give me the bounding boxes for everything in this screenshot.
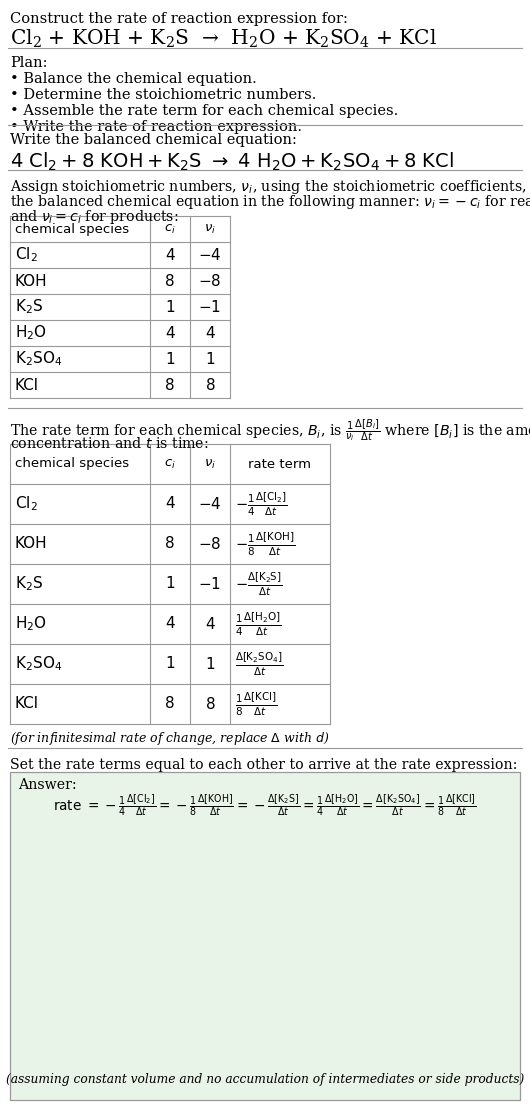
Text: chemical species: chemical species xyxy=(15,457,129,471)
Text: 1: 1 xyxy=(165,656,175,672)
Text: KCl: KCl xyxy=(15,377,39,393)
Text: 1: 1 xyxy=(165,300,175,314)
Text: $-8$: $-8$ xyxy=(198,536,222,552)
Text: 1: 1 xyxy=(165,576,175,592)
Text: KCl: KCl xyxy=(15,696,39,712)
Text: $-1$: $-1$ xyxy=(199,576,222,592)
Text: Plan:: Plan: xyxy=(10,56,48,70)
Text: • Assemble the rate term for each chemical species.: • Assemble the rate term for each chemic… xyxy=(10,104,398,118)
Text: • Balance the chemical equation.: • Balance the chemical equation. xyxy=(10,72,257,85)
Text: 8: 8 xyxy=(165,377,175,393)
Text: 8: 8 xyxy=(165,536,175,552)
Text: $4$: $4$ xyxy=(205,616,215,632)
Text: (for infinitesimal rate of change, replace $\Delta$ with $d$): (for infinitesimal rate of change, repla… xyxy=(10,730,329,747)
Text: 8: 8 xyxy=(165,273,175,289)
Text: $-\frac{\Delta[\mathrm{K_2S}]}{\Delta t}$: $-\frac{\Delta[\mathrm{K_2S}]}{\Delta t}… xyxy=(235,571,282,597)
Text: • Write the rate of reaction expression.: • Write the rate of reaction expression. xyxy=(10,120,302,134)
Text: $-\frac{1}{4}\frac{\Delta[\mathrm{Cl_2}]}{\Delta t}$: $-\frac{1}{4}\frac{\Delta[\mathrm{Cl_2}]… xyxy=(235,491,288,517)
Text: K$_2$SO$_4$: K$_2$SO$_4$ xyxy=(15,350,63,369)
Text: $-4$: $-4$ xyxy=(198,248,222,263)
Text: Cl$_2$: Cl$_2$ xyxy=(15,245,38,264)
Text: Construct the rate of reaction expression for:: Construct the rate of reaction expressio… xyxy=(10,12,348,26)
Text: rate term: rate term xyxy=(249,457,312,471)
Text: Cl$_2$: Cl$_2$ xyxy=(15,495,38,513)
Text: $-4$: $-4$ xyxy=(198,496,222,512)
Text: 4: 4 xyxy=(165,248,175,262)
Text: $1$: $1$ xyxy=(205,351,215,367)
Text: 4: 4 xyxy=(165,496,175,512)
Text: (assuming constant volume and no accumulation of intermediates or side products): (assuming constant volume and no accumul… xyxy=(6,1073,524,1086)
Text: $4$: $4$ xyxy=(205,325,215,341)
Text: 4: 4 xyxy=(165,616,175,632)
Text: K$_2$S: K$_2$S xyxy=(15,575,43,594)
Text: $-\frac{1}{8}\frac{\Delta[\mathrm{KOH}]}{\Delta t}$: $-\frac{1}{8}\frac{\Delta[\mathrm{KOH}]}… xyxy=(235,531,295,557)
Text: H$_2$O: H$_2$O xyxy=(15,615,47,634)
Text: $\frac{1}{4}\frac{\Delta[\mathrm{H_2O}]}{\Delta t}$: $\frac{1}{4}\frac{\Delta[\mathrm{H_2O}]}… xyxy=(235,610,281,638)
Text: $8$: $8$ xyxy=(205,696,215,712)
Text: $\nu_i$: $\nu_i$ xyxy=(204,222,216,235)
Text: the balanced chemical equation in the following manner: $\nu_i = -c_i$ for react: the balanced chemical equation in the fo… xyxy=(10,193,530,211)
Text: concentration and $t$ is time:: concentration and $t$ is time: xyxy=(10,436,209,451)
Text: Write the balanced chemical equation:: Write the balanced chemical equation: xyxy=(10,133,297,147)
Text: $c_i$: $c_i$ xyxy=(164,457,176,471)
Text: $c_i$: $c_i$ xyxy=(164,222,176,235)
Text: 1: 1 xyxy=(165,352,175,366)
Text: $\frac{\Delta[\mathrm{K_2SO_4}]}{\Delta t}$: $\frac{\Delta[\mathrm{K_2SO_4}]}{\Delta … xyxy=(235,650,283,678)
Text: $1$: $1$ xyxy=(205,656,215,672)
Text: and $\nu_i = c_i$ for products:: and $\nu_i = c_i$ for products: xyxy=(10,208,179,226)
Text: The rate term for each chemical species, $B_i$, is $\frac{1}{\nu_i}\frac{\Delta[: The rate term for each chemical species,… xyxy=(10,418,530,444)
Text: $\nu_i$: $\nu_i$ xyxy=(204,457,216,471)
Text: $\mathregular{4\ Cl_2 + 8\ KOH + K_2S\ \rightarrow\ 4\ H_2O + K_2SO_4 + 8\ KCl}$: $\mathregular{4\ Cl_2 + 8\ KOH + K_2S\ \… xyxy=(10,151,454,173)
Text: $\frac{1}{8}\frac{\Delta[\mathrm{KCl}]}{\Delta t}$: $\frac{1}{8}\frac{\Delta[\mathrm{KCl}]}{… xyxy=(235,690,277,718)
Text: 4: 4 xyxy=(165,325,175,341)
Text: KOH: KOH xyxy=(15,536,48,552)
Text: Set the rate terms equal to each other to arrive at the rate expression:: Set the rate terms equal to each other t… xyxy=(10,758,517,771)
Text: KOH: KOH xyxy=(15,273,48,289)
Text: • Determine the stoichiometric numbers.: • Determine the stoichiometric numbers. xyxy=(10,88,316,102)
Text: $-8$: $-8$ xyxy=(198,273,222,289)
Text: rate $= -\frac{1}{4}\frac{\Delta[\mathrm{Cl_2}]}{\Delta t} = -\frac{1}{8}\frac{\: rate $= -\frac{1}{4}\frac{\Delta[\mathrm… xyxy=(53,793,477,818)
Text: K$_2$SO$_4$: K$_2$SO$_4$ xyxy=(15,655,63,674)
Text: $\mathregular{Cl_2}$ + KOH + $\mathregular{K_2}$S  →  $\mathregular{H_2}$O + $\m: $\mathregular{Cl_2}$ + KOH + $\mathregul… xyxy=(10,28,437,50)
Text: $-1$: $-1$ xyxy=(199,299,222,315)
Text: Assign stoichiometric numbers, $\nu_i$, using the stoichiometric coefficients, $: Assign stoichiometric numbers, $\nu_i$, … xyxy=(10,178,530,196)
Text: H$_2$O: H$_2$O xyxy=(15,324,47,342)
Text: 8: 8 xyxy=(165,696,175,712)
FancyBboxPatch shape xyxy=(10,771,520,1100)
Text: chemical species: chemical species xyxy=(15,222,129,235)
Text: K$_2$S: K$_2$S xyxy=(15,297,43,316)
Text: Answer:: Answer: xyxy=(18,778,77,793)
Text: $8$: $8$ xyxy=(205,377,215,393)
